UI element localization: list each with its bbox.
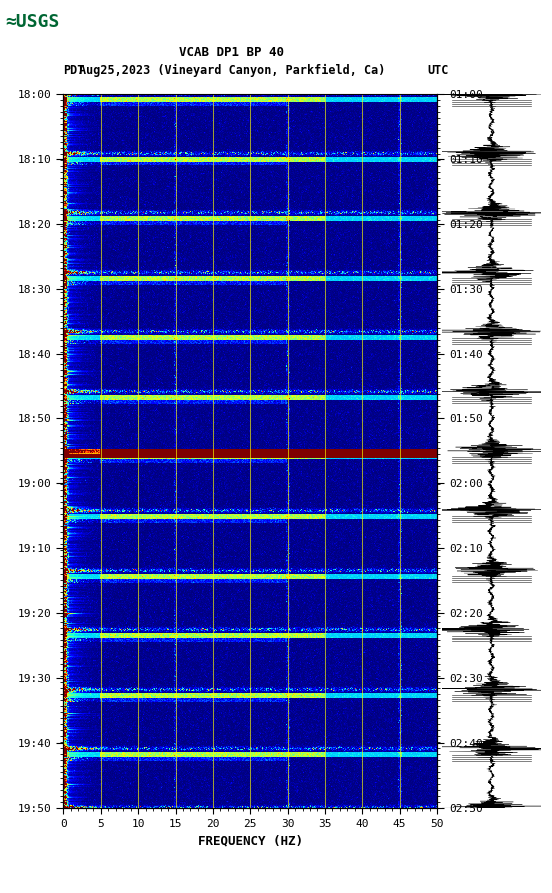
Text: UTC: UTC bbox=[428, 64, 449, 77]
Text: PDT: PDT bbox=[63, 64, 85, 77]
X-axis label: FREQUENCY (HZ): FREQUENCY (HZ) bbox=[198, 834, 302, 847]
Text: Aug25,2023 (Vineyard Canyon, Parkfield, Ca): Aug25,2023 (Vineyard Canyon, Parkfield, … bbox=[78, 64, 385, 77]
Text: ≈USGS: ≈USGS bbox=[6, 13, 60, 31]
Text: VCAB DP1 BP 40: VCAB DP1 BP 40 bbox=[179, 46, 284, 59]
